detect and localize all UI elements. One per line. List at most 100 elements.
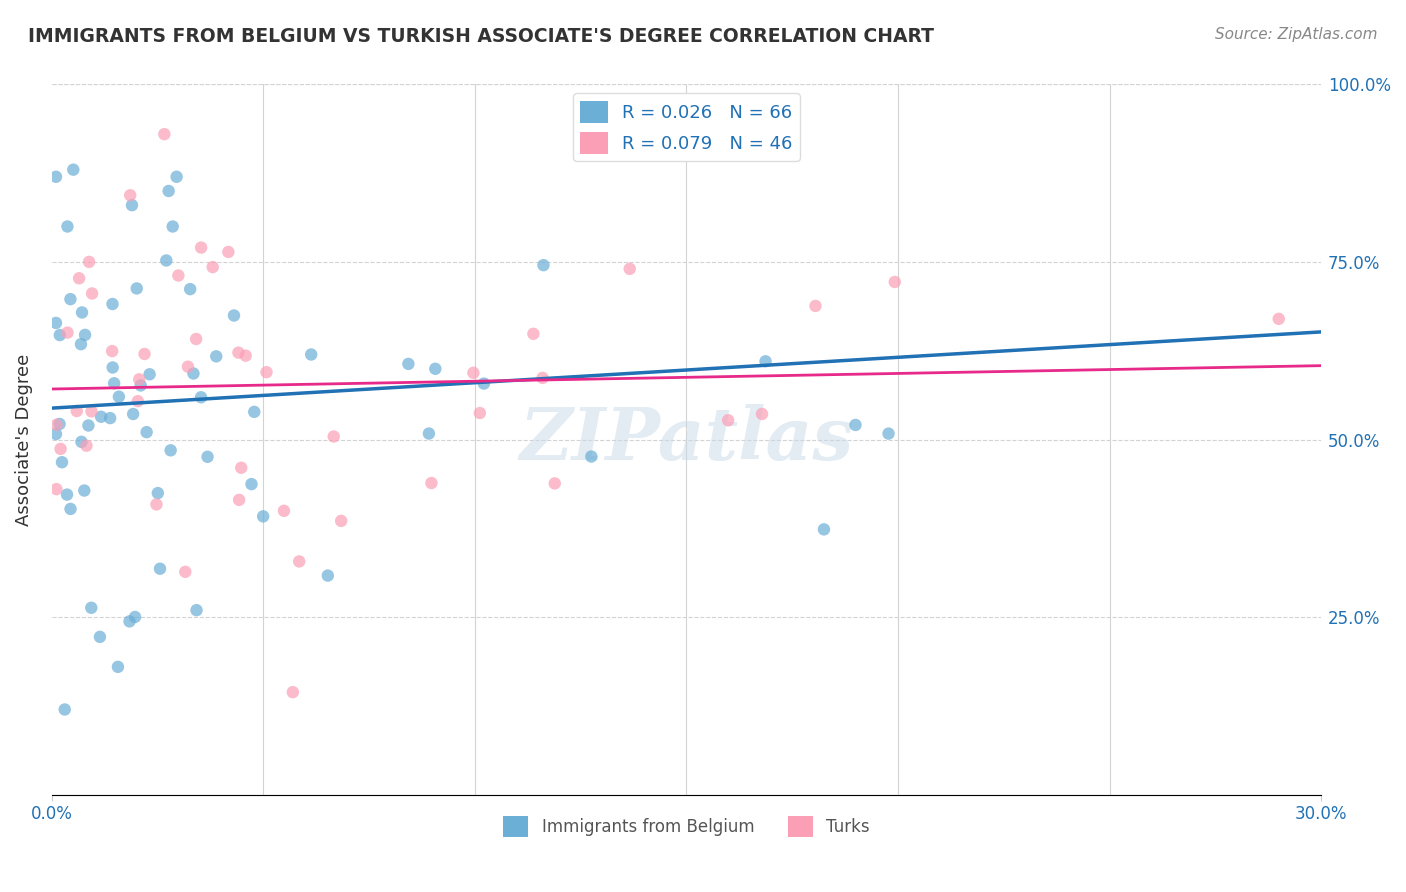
Turks xyxy=(153,127,176,141)
Turks xyxy=(190,241,212,255)
Immigrants from Belgium xyxy=(59,292,82,306)
Turks xyxy=(544,476,567,491)
Immigrants from Belgium xyxy=(813,522,835,536)
Immigrants from Belgium xyxy=(101,360,124,375)
Immigrants from Belgium xyxy=(118,615,141,629)
Text: Source: ZipAtlas.com: Source: ZipAtlas.com xyxy=(1215,27,1378,42)
Immigrants from Belgium xyxy=(80,600,103,615)
Turks xyxy=(288,554,311,568)
Immigrants from Belgium xyxy=(190,390,212,404)
Turks xyxy=(45,482,67,496)
Immigrants from Belgium xyxy=(77,418,100,433)
Turks xyxy=(167,268,190,283)
Turks xyxy=(67,271,90,285)
Turks xyxy=(82,286,104,301)
Turks xyxy=(201,260,224,274)
Immigrants from Belgium xyxy=(149,562,172,576)
Immigrants from Belgium xyxy=(751,128,773,142)
Immigrants from Belgium xyxy=(179,282,201,296)
Turks xyxy=(231,460,253,475)
Turks xyxy=(174,565,197,579)
Immigrants from Belgium xyxy=(103,376,125,391)
Immigrants from Belgium xyxy=(844,417,866,432)
Immigrants from Belgium xyxy=(877,426,900,441)
Immigrants from Belgium xyxy=(222,309,245,323)
Immigrants from Belgium xyxy=(425,361,447,376)
Immigrants from Belgium xyxy=(125,281,148,295)
Immigrants from Belgium xyxy=(581,450,603,464)
Immigrants from Belgium xyxy=(418,426,440,441)
Turks xyxy=(186,332,208,346)
Immigrants from Belgium xyxy=(575,126,598,140)
Immigrants from Belgium xyxy=(89,630,111,644)
Immigrants from Belgium xyxy=(59,502,82,516)
Immigrants from Belgium xyxy=(73,483,96,498)
Immigrants from Belgium xyxy=(75,327,97,342)
Immigrants from Belgium xyxy=(48,417,70,431)
Turks xyxy=(1267,311,1289,326)
Turks xyxy=(75,439,97,453)
Immigrants from Belgium xyxy=(243,405,266,419)
Immigrants from Belgium xyxy=(56,219,79,234)
Immigrants from Belgium xyxy=(162,219,184,234)
Immigrants from Belgium xyxy=(107,660,129,674)
Immigrants from Belgium xyxy=(53,702,76,716)
Immigrants from Belgium xyxy=(56,487,79,501)
Immigrants from Belgium xyxy=(101,297,124,311)
Immigrants from Belgium xyxy=(129,378,152,392)
Turks xyxy=(468,406,491,420)
Text: IMMIGRANTS FROM BELGIUM VS TURKISH ASSOCIATE'S DEGREE CORRELATION CHART: IMMIGRANTS FROM BELGIUM VS TURKISH ASSOC… xyxy=(28,27,934,45)
Turks xyxy=(45,417,67,432)
Y-axis label: Associate's Degree: Associate's Degree xyxy=(15,353,32,525)
Turks xyxy=(49,442,72,456)
Immigrants from Belgium xyxy=(108,390,131,404)
Immigrants from Belgium xyxy=(316,568,339,582)
Immigrants from Belgium xyxy=(252,509,274,524)
Turks xyxy=(463,366,485,380)
Immigrants from Belgium xyxy=(183,367,205,381)
Turks xyxy=(619,261,641,276)
Immigrants from Belgium xyxy=(146,486,169,500)
Immigrants from Belgium xyxy=(240,477,263,491)
Immigrants from Belgium xyxy=(45,316,67,330)
Immigrants from Belgium xyxy=(159,443,181,458)
Turks xyxy=(101,344,124,359)
Immigrants from Belgium xyxy=(197,450,219,464)
Immigrants from Belgium xyxy=(155,253,177,268)
Turks xyxy=(145,497,167,511)
Turks xyxy=(717,413,740,427)
Immigrants from Belgium xyxy=(754,354,776,368)
Turks xyxy=(177,359,200,374)
Immigrants from Belgium xyxy=(205,349,228,363)
Immigrants from Belgium xyxy=(121,198,143,212)
Turks xyxy=(80,404,103,418)
Immigrants from Belgium xyxy=(70,434,93,449)
Turks xyxy=(420,475,443,490)
Turks xyxy=(127,394,149,409)
Turks xyxy=(522,326,544,341)
Immigrants from Belgium xyxy=(90,409,112,424)
Immigrants from Belgium xyxy=(124,610,146,624)
Immigrants from Belgium xyxy=(157,184,180,198)
Turks xyxy=(134,347,156,361)
Immigrants from Belgium xyxy=(186,603,208,617)
Turks xyxy=(66,404,89,418)
Immigrants from Belgium xyxy=(45,427,67,442)
Immigrants from Belgium xyxy=(49,328,72,343)
Immigrants from Belgium xyxy=(138,368,160,382)
Turks xyxy=(531,371,554,385)
Turks xyxy=(281,685,304,699)
Turks xyxy=(883,275,905,289)
Immigrants from Belgium xyxy=(70,337,93,351)
Turks xyxy=(56,326,79,340)
Immigrants from Belgium xyxy=(70,305,93,319)
Immigrants from Belgium xyxy=(299,347,322,361)
Immigrants from Belgium xyxy=(396,357,419,371)
Turks xyxy=(228,345,250,359)
Turks xyxy=(273,504,295,518)
Turks xyxy=(235,349,257,363)
Immigrants from Belgium xyxy=(135,425,157,439)
Legend: Immigrants from Belgium, Turks: Immigrants from Belgium, Turks xyxy=(496,810,876,843)
Immigrants from Belgium xyxy=(472,376,495,391)
Turks xyxy=(77,255,100,269)
